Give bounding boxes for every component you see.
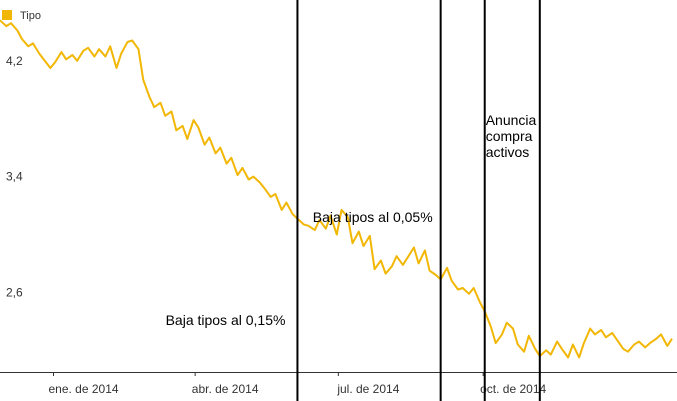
- legend-label: Tipo: [20, 10, 41, 22]
- x-tick-label: oct. de 2014: [480, 382, 546, 396]
- legend: Tipo: [2, 10, 41, 22]
- annotation-label: Anuncia compra activos: [486, 112, 537, 160]
- x-tick-label: jul. de 2014: [336, 382, 399, 396]
- y-tick-label: 3,4: [6, 170, 23, 184]
- y-tick-label: 2,6: [6, 285, 23, 299]
- x-tick-label: abr. de 2014: [192, 382, 259, 396]
- y-tick-label: 4,2: [6, 54, 23, 68]
- annotation-label: Baja tipos al 0,15%: [166, 312, 286, 328]
- x-tick-label: ene. de 2014: [48, 382, 118, 396]
- annotation-lines: [296, 0, 541, 401]
- series-line-tipo: [0, 19, 673, 359]
- y-axis-tick-labels: 4,2 3,4 2,6: [6, 54, 23, 300]
- series-layer: [0, 19, 673, 359]
- annotation-labels: Baja tipos al 0,15% Baja tipos al 0,05% An…: [166, 112, 537, 328]
- legend-swatch: [2, 10, 12, 20]
- x-axis: ene. de 2014 abr. de 2014 jul. de 2014 oct.…: [0, 372, 677, 396]
- annotation-label: Baja tipos al 0,05%: [313, 209, 433, 225]
